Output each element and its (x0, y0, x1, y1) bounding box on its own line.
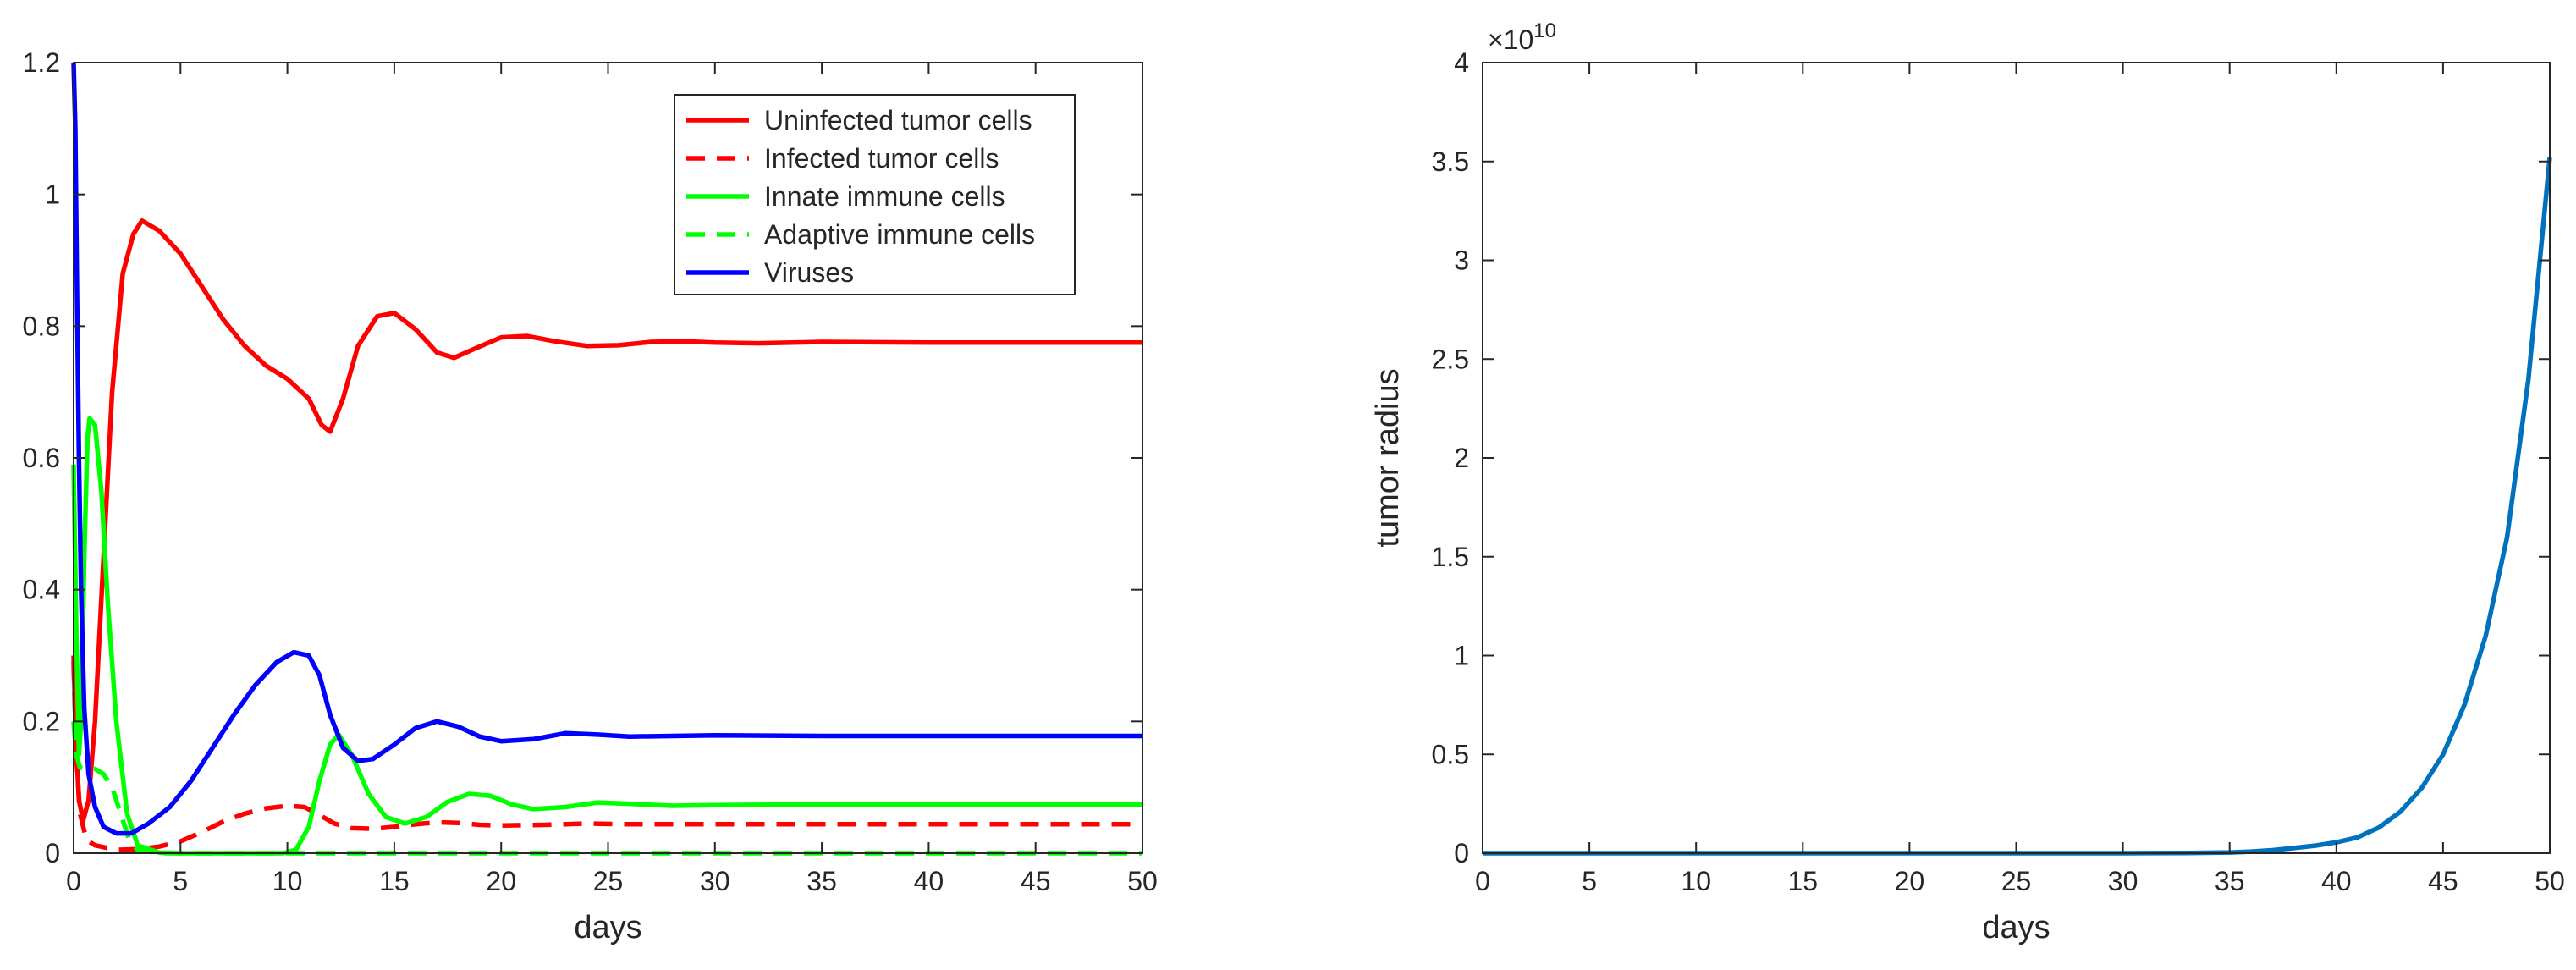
x-tick-label: 45 (1021, 866, 1051, 896)
x-tick-label: 10 (272, 866, 303, 896)
x-tick-label: 10 (1681, 866, 1711, 896)
x-tick-label: 0 (1475, 866, 1490, 896)
x-axis-label: days (574, 910, 641, 945)
x-tick-label: 15 (379, 866, 410, 896)
legend-label: Uninfected tumor cells (764, 105, 1032, 135)
series-line-innate-immune-cells (71, 416, 1142, 856)
x-tick-label: 5 (173, 866, 188, 896)
x-tick-label: 0 (66, 866, 81, 896)
y-tick-label: 3.5 (1432, 146, 1469, 177)
x-tick-label: 35 (806, 866, 837, 896)
x-tick-label: 25 (593, 866, 624, 896)
y-tick-label: 0 (1454, 838, 1469, 868)
legend-label: Adaptive immune cells (764, 219, 1035, 250)
series-line-infected-tumor-cells (71, 662, 1142, 852)
x-tick-label: 30 (2108, 866, 2138, 896)
y-tick-label: 4 (1454, 47, 1469, 78)
y-exponent-label: ×1010 (1488, 19, 1556, 55)
x-tick-label: 20 (1895, 866, 1925, 896)
x-tick-label: 35 (2215, 866, 2245, 896)
right-chart: 0 5 10 15 20 25 30 35 40 45 50 0 0.5 1 1.5 2 2.5 3 3.5 4 day… (1370, 19, 2565, 945)
y-tick-label: 1 (45, 179, 60, 210)
plot-area (1483, 63, 2550, 853)
x-tick-label: 50 (2535, 866, 2565, 896)
y-tick-label: 0 (45, 838, 60, 868)
y-tick-label: 1 (1454, 641, 1469, 671)
x-tick-label: 40 (914, 866, 944, 896)
y-tick-label: 0.4 (23, 575, 60, 605)
x-axis-label: days (1982, 910, 2050, 945)
left-chart: 0 5 10 15 20 25 30 35 40 45 50 0 0.2 0.4 0.6 0.8 1 1.2 day… (23, 47, 1158, 945)
legend-label: Innate immune cells (764, 181, 1005, 212)
y-tick-label: 2 (1454, 443, 1469, 473)
y-tick-label: 3 (1454, 245, 1469, 276)
y-tick-label: 1.5 (1432, 542, 1469, 572)
y-tick-label: 0.8 (23, 311, 60, 341)
x-tick-label: 25 (2001, 866, 2032, 896)
legend: Uninfected tumor cells Infected tumor cel… (674, 94, 1076, 295)
y-tick-label: 0.6 (23, 443, 60, 473)
x-tick-label: 20 (486, 866, 516, 896)
series-line-viruses (71, 62, 1142, 836)
legend-label: Infected tumor cells (764, 143, 999, 174)
x-tick-label: 50 (1127, 866, 1158, 896)
x-tick-label: 5 (1582, 866, 1597, 896)
x-tick-label: 15 (1788, 866, 1819, 896)
y-tick-label: 2.5 (1432, 344, 1469, 374)
legend-label: Viruses (764, 257, 854, 288)
x-tick-label: 30 (700, 866, 730, 896)
x-tick-label: 45 (2428, 866, 2458, 896)
y-tick-label: 0.5 (1432, 739, 1469, 769)
x-tick-label: 40 (2321, 866, 2352, 896)
y-tick-label: 1.2 (23, 47, 60, 78)
y-tick-label: 0.2 (23, 706, 60, 736)
series-line-uninfected-tumor-cells (71, 218, 1142, 823)
y-axis-label: tumor radius (1370, 368, 1406, 547)
